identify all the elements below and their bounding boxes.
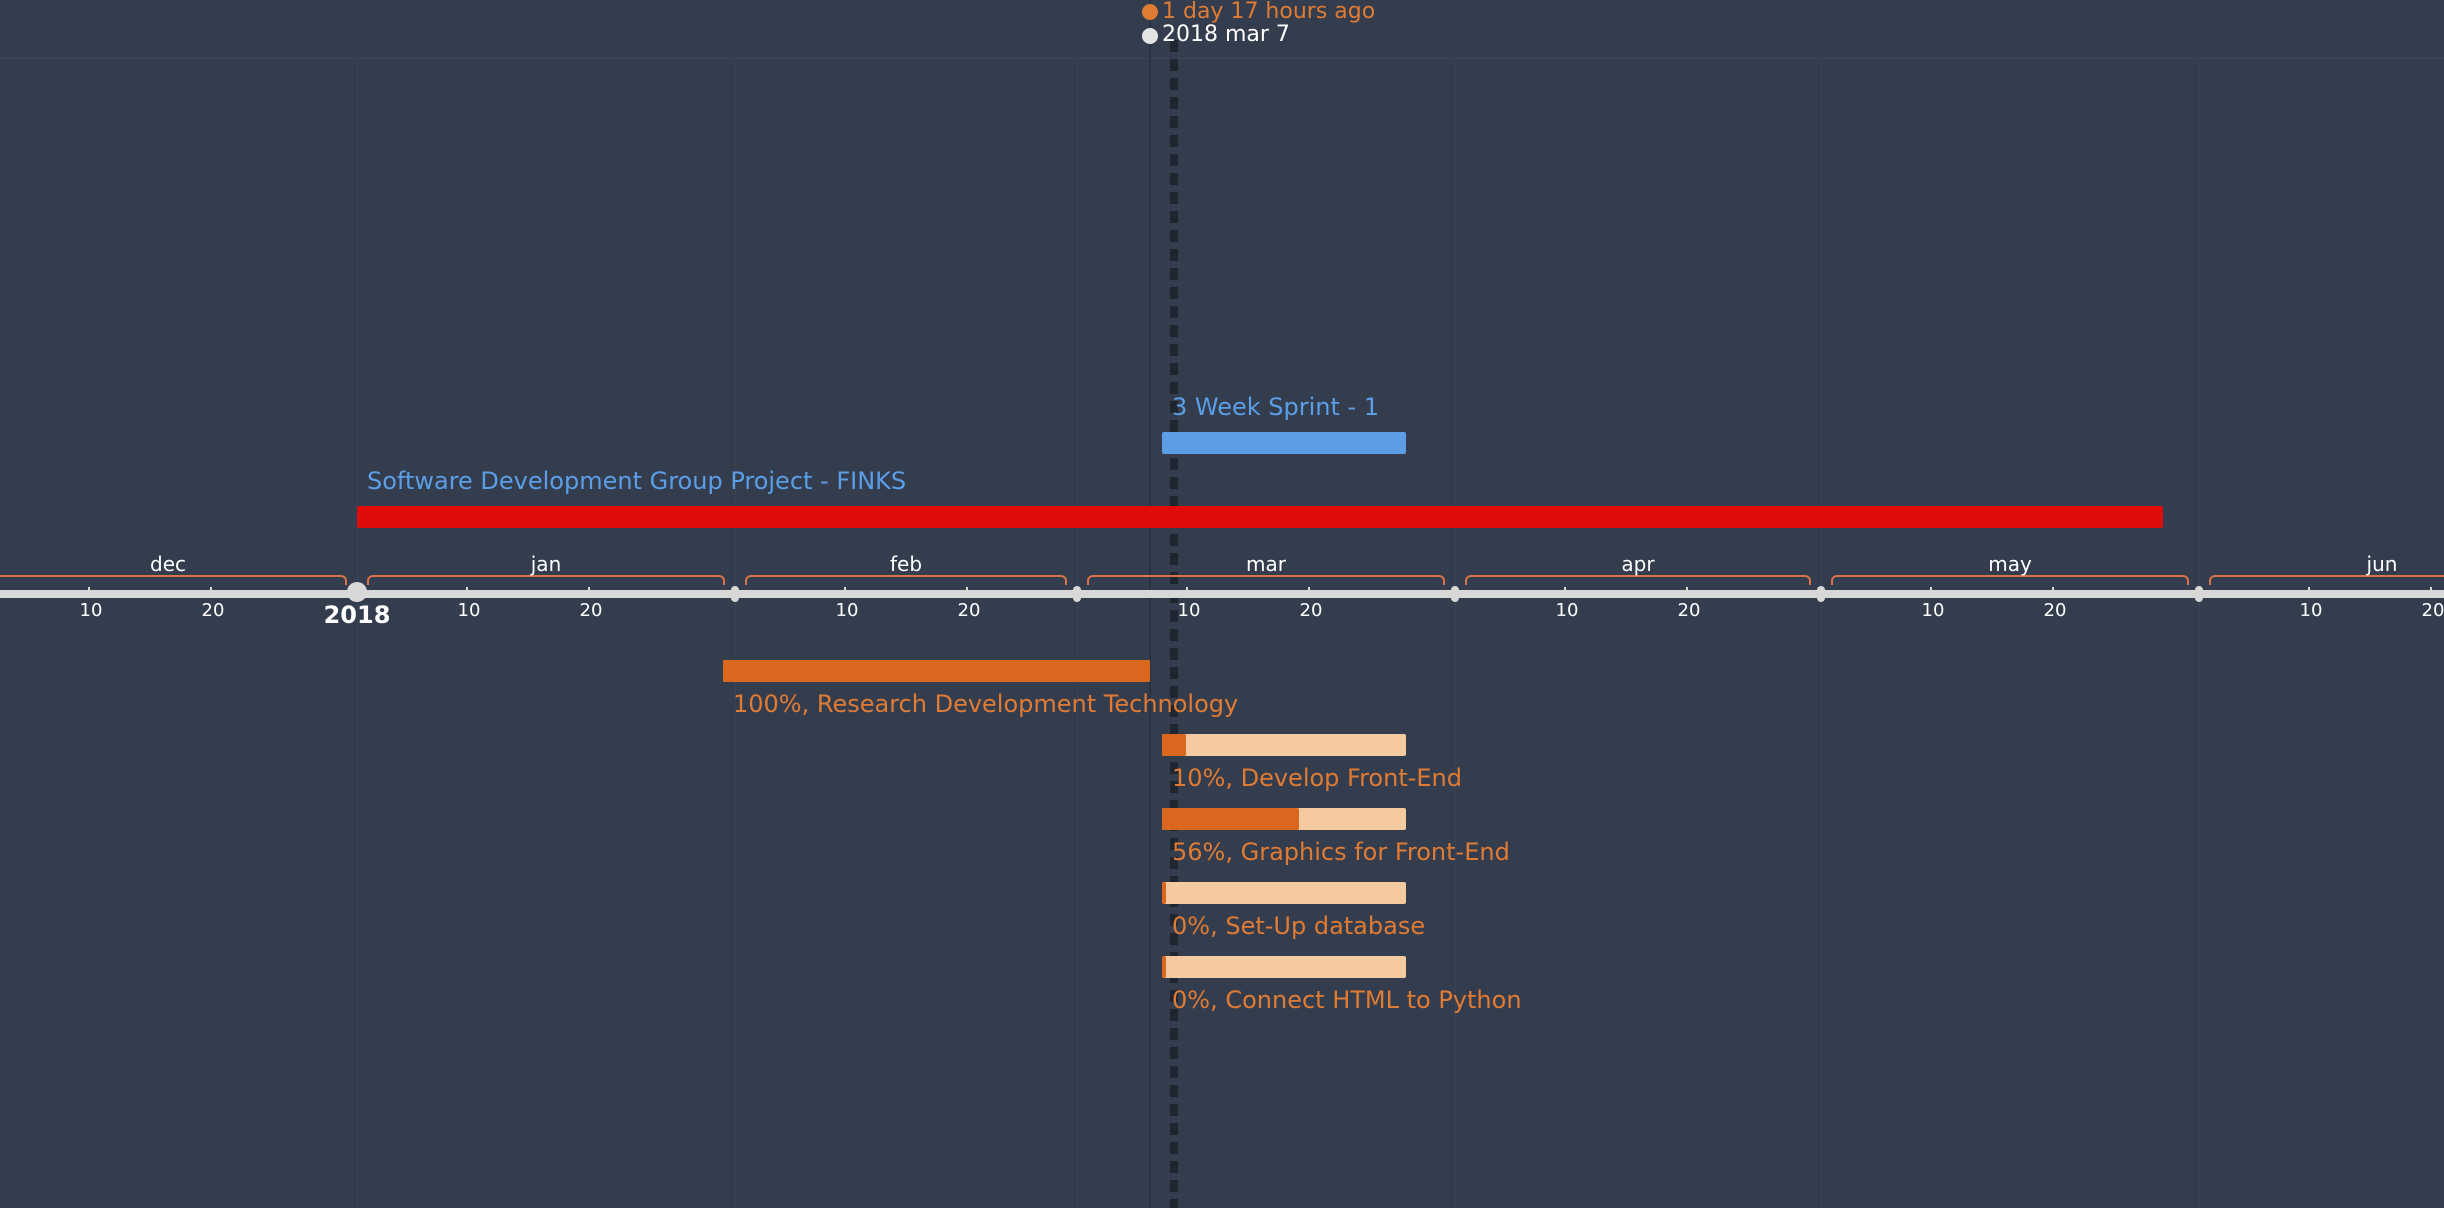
month-bracket	[1831, 575, 2189, 585]
month-bracket	[745, 575, 1067, 585]
day-tick	[466, 587, 468, 595]
day-tick	[1308, 587, 1310, 595]
month-tick	[2195, 586, 2203, 602]
month-tick	[1073, 586, 1081, 602]
month-gridline	[1821, 58, 1822, 1208]
year-marker-icon	[347, 582, 367, 602]
day-label: 20	[957, 600, 981, 621]
month-gridline	[357, 58, 358, 1208]
month-label-may: may	[1988, 552, 2032, 576]
day-label: 20	[201, 600, 225, 621]
month-bracket	[1465, 575, 1811, 585]
task-bar[interactable]	[723, 660, 1150, 682]
day-tick	[210, 587, 212, 595]
task-label: 56%, Graphics for Front-End	[1172, 838, 1510, 866]
day-label: 10	[1555, 600, 1579, 621]
day-label: 20	[1677, 600, 1701, 621]
month-tick	[1451, 586, 1459, 602]
day-tick	[1686, 587, 1688, 595]
project-label: Software Development Group Project - FIN…	[367, 467, 907, 495]
month-gridline	[1455, 58, 1456, 1208]
day-tick	[588, 587, 590, 595]
month-label-apr: apr	[1621, 552, 1655, 576]
day-tick	[2308, 587, 2310, 595]
relative-time-dot-icon	[1142, 4, 1158, 20]
day-tick	[1186, 587, 1188, 595]
day-tick	[844, 587, 846, 595]
task-progress-fill	[1162, 956, 1166, 978]
day-tick	[2052, 587, 2054, 595]
day-label: 10	[79, 600, 103, 621]
header-divider	[0, 58, 2444, 59]
month-label-mar: mar	[1246, 552, 1286, 576]
date-dot-icon	[1142, 28, 1158, 44]
project-bar[interactable]	[357, 506, 2163, 528]
month-label-feb: feb	[889, 552, 923, 576]
month-gridline	[2199, 58, 2200, 1208]
task-label: 0%, Set-Up database	[1172, 912, 1426, 940]
month-bracket	[367, 575, 725, 585]
day-label: 10	[1921, 600, 1945, 621]
sprint-bar[interactable]	[1162, 432, 1406, 454]
task-bar[interactable]	[1162, 808, 1406, 830]
day-tick	[88, 587, 90, 595]
month-label-jun: jun	[2366, 552, 2398, 576]
task-progress-fill	[1162, 882, 1166, 904]
month-bracket	[1087, 575, 1445, 585]
task-label: 10%, Develop Front-End	[1172, 764, 1463, 792]
task-label: 0%, Connect HTML to Python	[1172, 986, 1522, 1014]
task-label: 100%, Research Development Technology	[733, 690, 1239, 718]
month-tick	[731, 586, 739, 602]
task-progress-fill	[1162, 734, 1187, 756]
day-label: 20	[2043, 600, 2067, 621]
month-label-jan: jan	[530, 552, 562, 576]
day-label: 20	[1299, 600, 1323, 621]
day-tick	[2430, 587, 2432, 595]
task-progress-fill	[723, 660, 1150, 682]
time-axis-line	[0, 590, 2444, 598]
month-tick	[1817, 586, 1825, 602]
day-label: 10	[457, 600, 481, 621]
month-gridline	[735, 58, 736, 1208]
month-label-dec: dec	[150, 552, 186, 576]
task-bar[interactable]	[1162, 734, 1406, 756]
day-label: 10	[1177, 600, 1201, 621]
day-tick	[966, 587, 968, 595]
task-bar[interactable]	[1162, 882, 1406, 904]
day-label: 10	[835, 600, 859, 621]
day-label: 10	[2299, 600, 2323, 621]
current-time-dashed-line[interactable]	[1170, 40, 1178, 1208]
month-bracket	[0, 575, 347, 585]
day-tick	[1930, 587, 1932, 595]
current-time-line	[1149, 0, 1151, 1208]
task-progress-fill	[1162, 808, 1299, 830]
task-bar[interactable]	[1162, 956, 1406, 978]
relative-time-label: 1 day 17 hours ago	[1162, 0, 1376, 24]
current-date-label: 2018 mar 7	[1162, 22, 1290, 47]
year-label: 2018	[323, 601, 391, 629]
month-bracket	[2209, 575, 2444, 585]
day-label: 20	[2421, 600, 2444, 621]
month-gridline	[1077, 58, 1078, 1208]
day-label: 20	[579, 600, 603, 621]
day-tick	[1564, 587, 1566, 595]
sprint-label: 3 Week Sprint - 1	[1172, 393, 1380, 421]
